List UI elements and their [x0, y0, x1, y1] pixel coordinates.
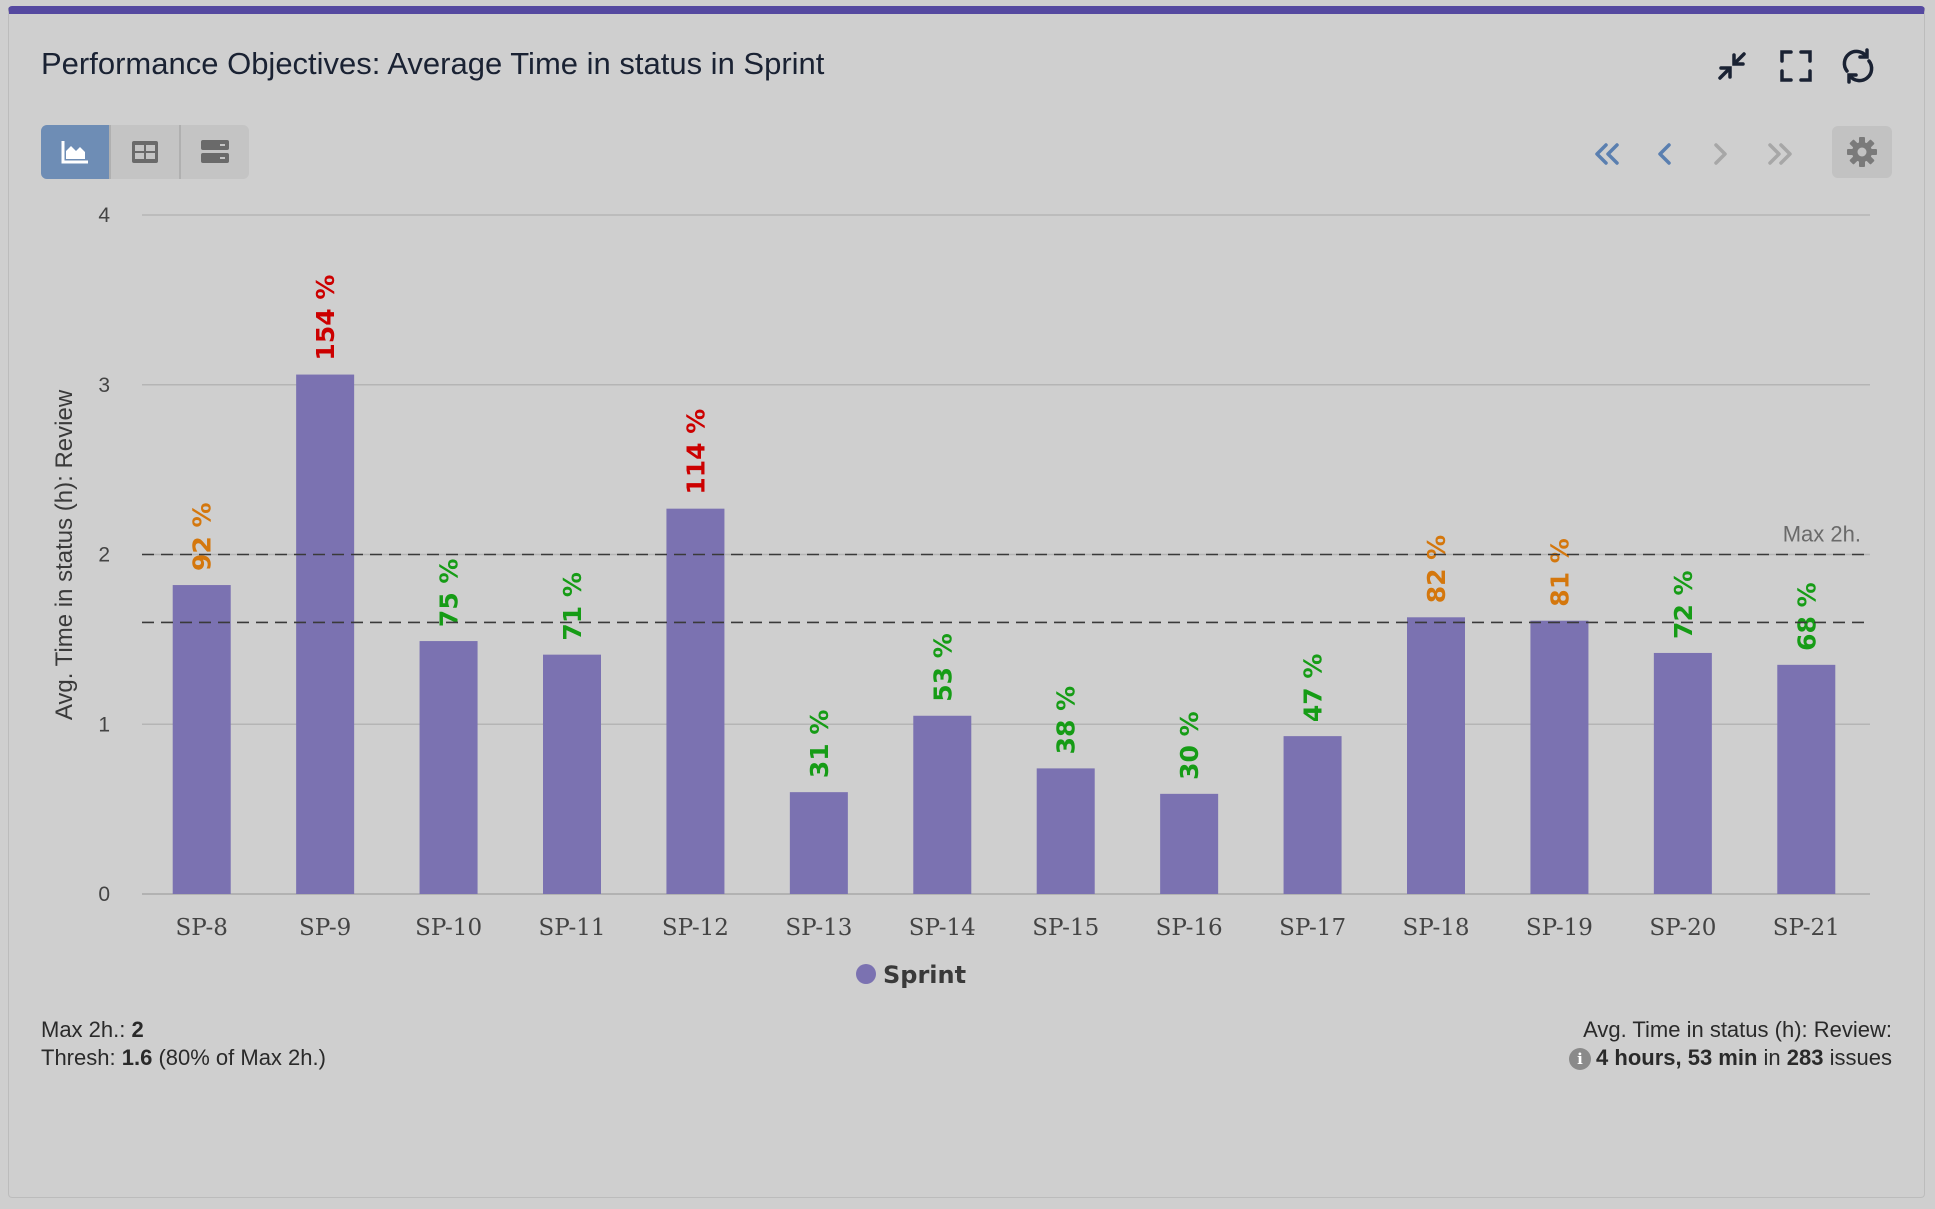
- chart-view-button[interactable]: [41, 125, 111, 179]
- thresh-label: Thresh:: [41, 1045, 116, 1070]
- x-tick-label: SP-21: [1773, 915, 1840, 941]
- max-value: 2: [131, 1017, 144, 1042]
- bar: [543, 654, 601, 894]
- page-title: Performance Objectives: Average Time in …: [41, 46, 825, 81]
- bar: [419, 641, 478, 894]
- last-page-icon[interactable]: [1758, 134, 1802, 174]
- bar: [1036, 768, 1095, 894]
- y-tick-label: 3: [98, 374, 110, 397]
- settings-button[interactable]: [1832, 126, 1892, 178]
- data-label: 154 %: [311, 275, 340, 361]
- x-tick-label: SP-19: [1526, 915, 1593, 941]
- table-icon: [132, 141, 158, 163]
- max-summary: Max 2h.: 2: [41, 1017, 144, 1043]
- reference-line-label: Max 2h.: [1783, 522, 1861, 547]
- data-label: 92 %: [188, 503, 217, 572]
- avg-count: 283: [1786, 1045, 1824, 1070]
- x-tick-label: SP-9: [299, 915, 351, 941]
- x-tick-label: SP-12: [662, 915, 729, 941]
- data-label: 71 %: [558, 572, 587, 641]
- y-tick-label: 4: [98, 204, 110, 227]
- bar: [1407, 617, 1465, 894]
- bar: [1777, 664, 1836, 894]
- bar: [172, 585, 231, 894]
- data-label: 82 %: [1422, 535, 1451, 604]
- x-tick-label: SP-16: [1156, 915, 1223, 941]
- bar: [666, 508, 725, 894]
- thresh-summary: Thresh: 1.6 (80% of Max 2h.): [41, 1045, 326, 1071]
- previous-icon[interactable]: [1643, 134, 1687, 174]
- area-chart-icon: [61, 141, 88, 164]
- legend-label: Sprint: [883, 961, 966, 989]
- x-tick-label: SP-11: [538, 915, 605, 941]
- bar: [1653, 652, 1712, 894]
- avg-title: Avg. Time in status (h): Review:: [1583, 1017, 1892, 1042]
- y-axis-label: Avg. Time in status (h): Review: [51, 389, 78, 720]
- bar: [1160, 793, 1219, 894]
- y-tick-label: 2: [98, 544, 110, 567]
- bar: [1530, 620, 1589, 894]
- thresh-note: (80% of Max 2h.): [158, 1045, 326, 1070]
- x-tick-label: SP-13: [785, 915, 852, 941]
- collapse-icon[interactable]: [1710, 44, 1754, 88]
- legend-marker: [856, 964, 876, 984]
- y-tick-label: 1: [98, 713, 110, 736]
- data-label: 30 %: [1175, 711, 1204, 780]
- thresh-value: 1.6: [121, 1045, 153, 1070]
- data-label: 68 %: [1792, 582, 1821, 651]
- gear-icon: [1847, 137, 1877, 167]
- data-label: 38 %: [1052, 686, 1081, 755]
- data-label: 114 %: [681, 409, 710, 495]
- avg-in: in: [1763, 1045, 1781, 1070]
- data-label: 31 %: [805, 710, 834, 779]
- x-tick-label: SP-10: [415, 915, 482, 941]
- info-icon[interactable]: i: [1569, 1048, 1592, 1070]
- y-tick-label: 0: [98, 883, 110, 906]
- x-tick-label: SP-17: [1279, 915, 1346, 941]
- avg-unit: issues: [1829, 1045, 1892, 1070]
- data-label: 75 %: [435, 559, 464, 628]
- bar-chart: 0 1 2 3 4 Avg. Time in status (h): Review 92 %…: [51, 204, 1870, 989]
- x-tick-label: SP-20: [1649, 915, 1716, 941]
- data-label: 81 %: [1545, 538, 1574, 607]
- first-page-icon[interactable]: [1585, 134, 1629, 174]
- x-tick-label: SP-15: [1032, 915, 1099, 941]
- data-label: 47 %: [1299, 654, 1328, 723]
- avg-value: 4 hours, 53 min: [1596, 1045, 1758, 1070]
- bar: [913, 715, 972, 894]
- x-tick-label: SP-14: [909, 915, 976, 941]
- bar: [1283, 736, 1342, 894]
- view-toggle: [41, 125, 249, 179]
- bar: [789, 792, 848, 894]
- bar: [296, 374, 355, 894]
- x-tick-label: SP-18: [1402, 915, 1469, 941]
- data-label: 72 %: [1669, 570, 1698, 639]
- list-icon: [201, 140, 229, 163]
- table-view-button[interactable]: [111, 125, 181, 179]
- list-view-button[interactable]: [181, 125, 249, 179]
- refresh-icon[interactable]: [1836, 44, 1880, 88]
- x-tick-label: SP-8: [176, 915, 228, 941]
- data-label: 53 %: [928, 633, 957, 702]
- max-label: Max 2h.:: [41, 1017, 126, 1042]
- next-icon[interactable]: [1698, 134, 1742, 174]
- fullscreen-icon[interactable]: [1774, 44, 1818, 88]
- avg-summary-title: Avg. Time in status (h): Review:: [1583, 1017, 1892, 1043]
